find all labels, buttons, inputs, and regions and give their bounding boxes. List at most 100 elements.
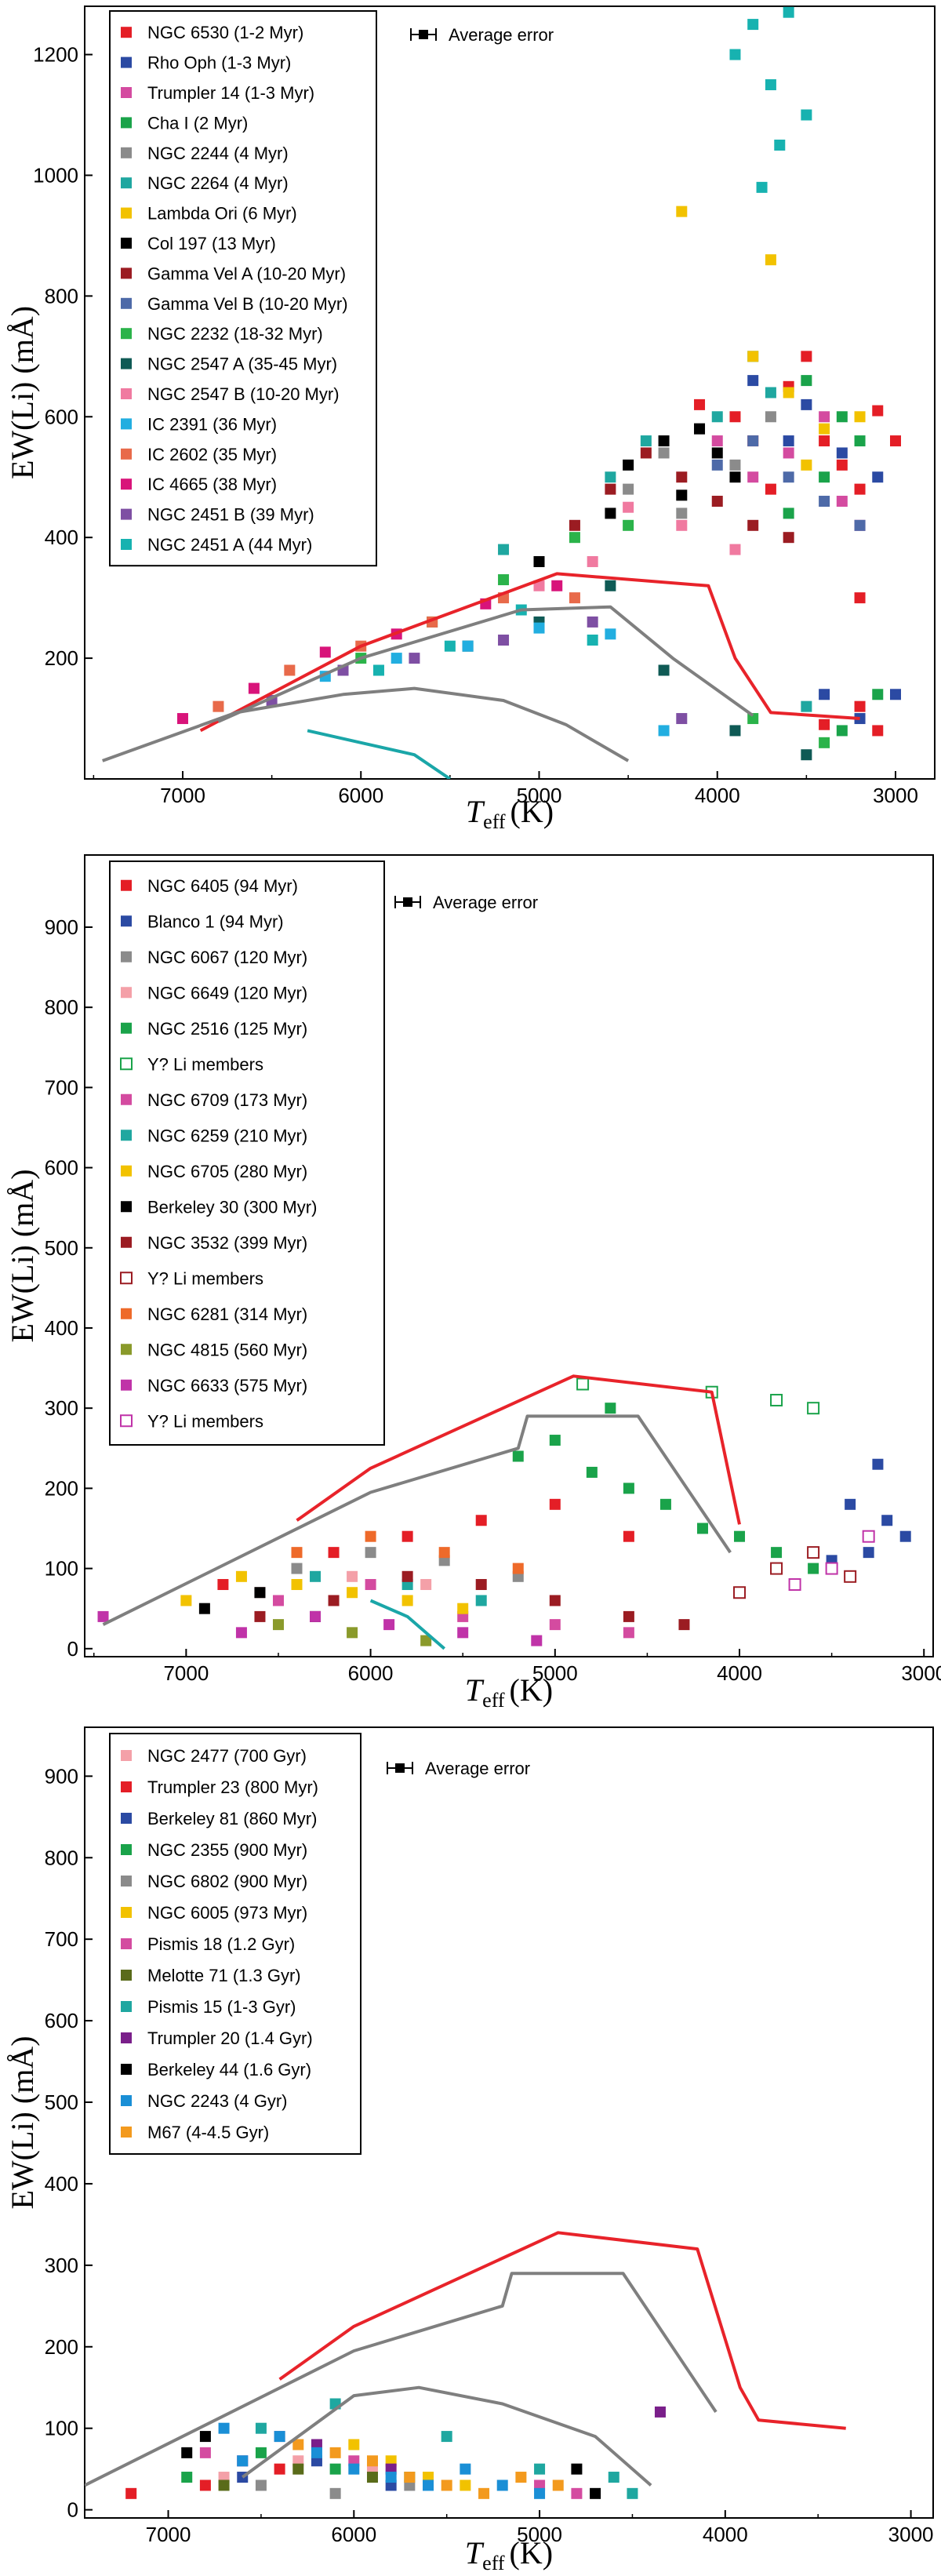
legend-label: Gamma Vel A (10-20 Myr) [147, 264, 346, 283]
data-point [711, 411, 723, 423]
data-point [401, 1530, 413, 1542]
data-point [801, 398, 812, 410]
data-point [284, 664, 296, 676]
data-point [496, 2480, 508, 2491]
legend-label: Lambda Ori (6 Myr) [147, 204, 297, 224]
average-error-label: Average error [449, 25, 554, 45]
y-tick-label: 0 [67, 1637, 78, 1661]
data-point [457, 1627, 469, 1639]
y-axis-label: EW(Li) (mÅ) [5, 2036, 40, 2209]
data-point [863, 1547, 874, 1559]
data-point [808, 1563, 819, 1574]
data-point [678, 1619, 690, 1631]
chart-panel-1: 200 400 600 800 1000 1200 7000 6000 5000 4000 3000… [5, 5, 936, 831]
data-point [569, 532, 580, 544]
average-error-label: Average error [425, 1759, 530, 1778]
legend-label: NGC 2243 (4 Gyr) [147, 2091, 288, 2111]
y-tick-label: 200 [45, 1476, 78, 1500]
legend-label: Blanco 1 (94 Myr) [147, 911, 284, 931]
y-tick-label: 400 [45, 1316, 78, 1340]
y-tick-label: 100 [45, 1557, 78, 1581]
data-point [747, 435, 759, 447]
legend-label: NGC 2264 (4 Myr) [147, 173, 289, 193]
legend-label: NGC 6709 (173 Myr) [147, 1090, 307, 1110]
y-tick-label: 800 [45, 284, 78, 307]
data-point [658, 435, 670, 447]
x-tick-label: 5000 [532, 1661, 578, 1685]
x-tick-label: 7000 [160, 784, 205, 807]
legend-marker [121, 87, 132, 98]
data-point [836, 411, 848, 423]
model-curve [217, 605, 754, 723]
data-point [658, 664, 670, 676]
x-axis-label: Teff (K) [465, 2535, 553, 2574]
data-point [854, 519, 866, 531]
data-point [366, 2455, 378, 2467]
legend-marker [120, 1272, 133, 1285]
data-point [729, 49, 741, 60]
data-point [765, 254, 776, 266]
legend-label: Berkeley 30 (300 Myr) [147, 1197, 317, 1217]
data-point [534, 2487, 546, 2499]
data-point [605, 580, 616, 591]
model-curve [296, 1374, 741, 1525]
data-point [423, 2480, 434, 2491]
model-curve [242, 2385, 652, 2487]
data-point [623, 459, 634, 471]
legend-label: NGC 2232 (18-32 Myr) [147, 324, 323, 344]
x-tick-label: 5000 [517, 2523, 562, 2546]
legend-label: NGC 2516 (125 Myr) [147, 1019, 307, 1039]
data-point [747, 375, 759, 387]
data-point [498, 544, 510, 555]
data-point [627, 2487, 638, 2499]
data-point [292, 2463, 304, 2475]
chart-panel-2: 0 100 200 300 400 500 600 700 800 900 7000 6000 5000… [5, 854, 941, 1710]
y-tick-label: 600 [45, 405, 78, 428]
x-tick-label: 4000 [703, 2523, 748, 2546]
data-point [438, 1547, 450, 1559]
legend-marker [121, 1379, 132, 1391]
data-point [420, 1635, 432, 1646]
data-point [807, 1546, 820, 1559]
data-point [711, 435, 723, 447]
data-point [478, 2487, 490, 2499]
legend-marker [121, 117, 132, 129]
data-point [255, 2447, 267, 2458]
legend-label: Melotte 71 (1.3 Gyr) [147, 1966, 301, 1985]
data-point [383, 1619, 395, 1631]
legend-label: Berkeley 81 (860 Myr) [147, 1809, 317, 1828]
data-point [254, 1587, 266, 1599]
data-point [255, 2422, 267, 2434]
data-point [771, 1547, 783, 1559]
data-point [97, 1610, 109, 1622]
data-point [696, 1523, 708, 1534]
data-point [623, 1483, 634, 1494]
data-point [807, 1402, 820, 1415]
data-layer [97, 1374, 911, 1650]
x-tick-label: 3000 [901, 1661, 941, 1685]
legend-label: Cha I (2 Myr) [147, 113, 248, 133]
legend-label: Pismis 15 (1-3 Gyr) [147, 1997, 296, 2017]
data-point [640, 447, 652, 459]
plot-area-3: 0 100 200 300 400 500 600 700 800 900 7000 6000 5000… [5, 1726, 934, 2574]
data-point [347, 1587, 358, 1599]
data-point [311, 2447, 322, 2458]
x-tick-label: 6000 [338, 784, 383, 807]
data-point [462, 640, 474, 652]
data-point [747, 713, 759, 725]
legend-label: Trumpler 20 (1.4 Gyr) [147, 2028, 313, 2048]
legend-marker [121, 2064, 132, 2075]
data-point [391, 653, 402, 664]
data-point [729, 411, 741, 423]
legend: NGC 6405 (94 Myr) Blanco 1 (94 Myr) NGC 60… [109, 860, 385, 1446]
data-point [347, 1627, 358, 1639]
data-point [404, 2472, 416, 2483]
chart-panel-3: 0 100 200 300 400 500 600 700 800 900 7000 6000 5000… [5, 1726, 934, 2574]
x-tick-label: 6000 [348, 1661, 394, 1685]
data-point [770, 1562, 783, 1575]
data-point [590, 2487, 601, 2499]
plot-area-1: 200 400 600 800 1000 1200 7000 6000 5000 4000 3000… [5, 5, 936, 831]
data-point [676, 471, 688, 483]
legend-label: NGC 2244 (4 Myr) [147, 144, 289, 163]
data-point [765, 483, 776, 495]
